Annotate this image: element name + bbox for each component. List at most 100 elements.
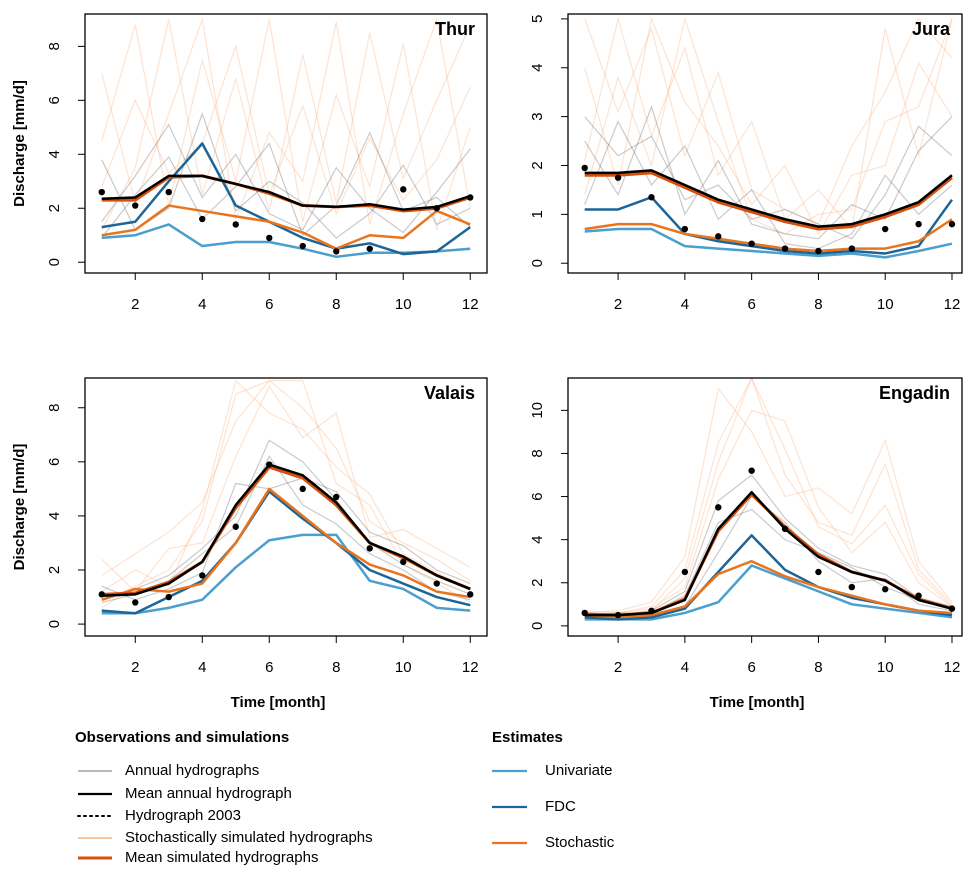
y-tick-label: 6 (46, 96, 63, 104)
x-tick-label: 8 (332, 659, 340, 676)
y-tick-label: 0 (529, 259, 546, 267)
obs-point (848, 583, 856, 591)
obs-point (266, 234, 273, 242)
obs-point (366, 545, 373, 552)
panel (98, 379, 474, 615)
y-axis-label: Discharge [mm/d] (11, 444, 28, 571)
y-tick-label: 2 (529, 579, 546, 587)
y-tick-label: 1 (529, 210, 546, 218)
y-tick-label: 5 (529, 15, 546, 23)
legend-label: FDC (545, 798, 576, 815)
hydrograph-line (584, 495, 953, 618)
series-line (584, 218, 953, 253)
obs-point (681, 225, 689, 233)
hydrograph-line (101, 384, 471, 593)
panel-title: Engadin (879, 383, 950, 403)
hydrograph-line (584, 409, 953, 616)
legend-label: Stochastically simulated hydrographs (125, 829, 373, 846)
legend-label: Mean annual hydrograph (125, 785, 292, 802)
x-tick-label: 6 (265, 659, 273, 676)
series-line (101, 533, 471, 615)
obs-point (199, 215, 206, 223)
y-axis-label: Discharge [mm/d] (11, 80, 28, 207)
y-tick-label: 2 (529, 161, 546, 169)
x-tick-label: 10 (395, 659, 412, 676)
hydrograph-line (584, 16, 953, 231)
obs-point (781, 525, 789, 533)
hydrograph-line (584, 508, 953, 616)
obs-point (614, 174, 622, 181)
series-line (584, 559, 953, 619)
obs-point (199, 572, 206, 579)
series-line (584, 564, 953, 621)
hydrograph-line (584, 105, 953, 240)
obs-point (815, 568, 822, 576)
y-tick-label: 8 (46, 404, 63, 412)
x-tick-label: 6 (747, 659, 755, 676)
y-tick-label: 2 (46, 566, 63, 574)
legend-label: Mean simulated hydrographs (125, 849, 318, 866)
panel-title: Jura (912, 19, 951, 39)
obs-point (400, 186, 407, 193)
panel-title: Thur (435, 19, 475, 39)
obs-point (915, 592, 922, 599)
panel (98, 17, 474, 259)
obs-point (299, 485, 306, 493)
hydrograph-line (101, 19, 471, 231)
x-tick-label: 12 (944, 296, 961, 313)
series-line (584, 490, 953, 617)
series-line (584, 196, 953, 255)
y-tick-label: 6 (46, 458, 63, 466)
hydrograph-line (584, 378, 953, 616)
y-tick-label: 8 (529, 449, 546, 457)
series-line (101, 142, 471, 256)
panel (581, 16, 956, 259)
obs-point (467, 591, 474, 598)
x-tick-label: 2 (131, 659, 139, 676)
hydrograph-line (101, 439, 471, 601)
hydrograph-line (101, 17, 471, 225)
obs-point (748, 240, 755, 247)
plot-frame (84, 377, 488, 637)
obs-point (815, 247, 822, 255)
series-line (101, 174, 471, 211)
obs-point (781, 245, 789, 252)
x-tick-label: 12 (462, 296, 479, 313)
series-line (101, 204, 471, 250)
series-line (101, 487, 471, 601)
obs-point (232, 221, 239, 228)
series-line (584, 171, 953, 231)
x-axis-label: Time [month] (231, 694, 326, 711)
y-tick-label: 3 (529, 112, 546, 120)
y-tick-label: 2 (46, 204, 63, 212)
hydrograph-line (101, 112, 471, 239)
plot-frame (567, 377, 963, 637)
obs-point (98, 188, 105, 196)
panel-title: Valais (424, 383, 475, 403)
y-tick-label: 0 (46, 620, 63, 628)
obs-point (648, 194, 655, 201)
obs-point (882, 586, 889, 593)
y-tick-label: 0 (529, 622, 546, 630)
legend-label: Stochastic (545, 834, 615, 851)
x-axis-label: Time [month] (710, 694, 805, 711)
x-tick-label: 10 (395, 296, 412, 313)
obs-point (614, 611, 622, 619)
hydrograph-line (584, 474, 953, 616)
series-line (101, 490, 471, 615)
legend-label: Univariate (545, 762, 613, 779)
x-tick-label: 10 (877, 659, 894, 676)
legend-title: Estimates (492, 729, 563, 746)
panel (581, 378, 956, 621)
obs-point (400, 558, 407, 566)
x-tick-label: 6 (265, 296, 273, 313)
obs-point (581, 164, 588, 172)
obs-point (748, 467, 755, 474)
x-tick-label: 4 (681, 296, 689, 313)
hydrograph-line (584, 387, 953, 614)
obs-point (232, 523, 239, 530)
plot-frame (567, 13, 963, 274)
obs-point (98, 591, 105, 598)
y-tick-label: 4 (46, 150, 63, 158)
